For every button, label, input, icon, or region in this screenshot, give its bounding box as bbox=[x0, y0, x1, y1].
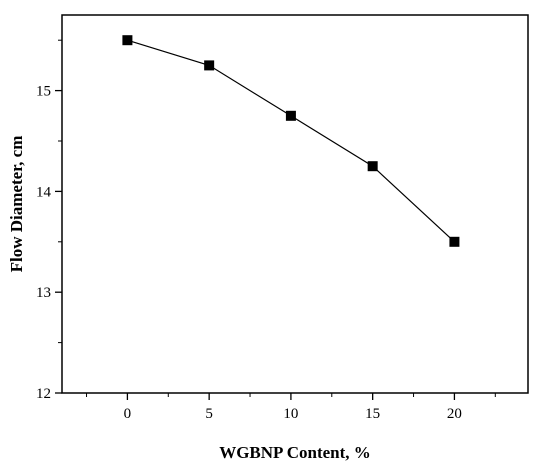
y-tick-label: 12 bbox=[36, 386, 51, 402]
x-tick-label: 20 bbox=[447, 406, 462, 422]
x-tick-label: 5 bbox=[205, 406, 213, 422]
y-tick-label: 13 bbox=[36, 285, 51, 301]
data-point bbox=[122, 35, 133, 46]
x-tick-label: 15 bbox=[365, 406, 380, 422]
series-line bbox=[127, 39, 455, 243]
y-axis-title: Flow Diameter, cm bbox=[7, 136, 26, 273]
data-point bbox=[285, 110, 296, 121]
y-axis-ticks: 12 13 14 15 bbox=[36, 39, 62, 402]
x-tick-label: 0 bbox=[124, 406, 132, 422]
data-point bbox=[367, 161, 378, 172]
data-point bbox=[204, 60, 215, 71]
y-tick-label: 15 bbox=[36, 84, 51, 100]
x-tick-label: 10 bbox=[283, 406, 298, 422]
x-axis-ticks: 0 5 10 15 20 bbox=[86, 393, 496, 422]
y-tick-label: 14 bbox=[36, 184, 52, 200]
plot-frame bbox=[61, 14, 529, 394]
x-axis-title: WGBNP Content, % bbox=[219, 443, 371, 462]
data-markers bbox=[122, 35, 460, 247]
data-point bbox=[449, 236, 460, 247]
